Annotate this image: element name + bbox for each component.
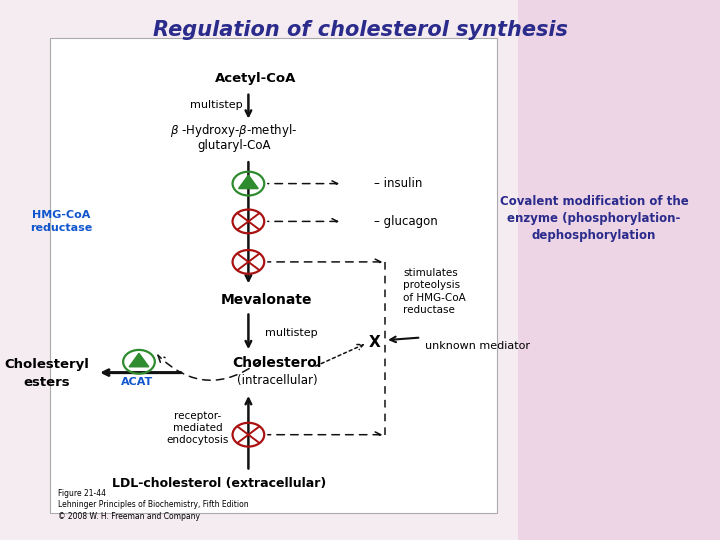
Text: glutaryl-CoA: glutaryl-CoA <box>197 139 271 152</box>
Text: stimulates
proteolysis
of HMG-CoA
reductase: stimulates proteolysis of HMG-CoA reduct… <box>403 268 466 315</box>
Text: esters: esters <box>24 376 70 389</box>
Text: – glucagon: – glucagon <box>374 215 438 228</box>
Text: LDL-cholesterol (extracellular): LDL-cholesterol (extracellular) <box>112 477 327 490</box>
Text: HMG-CoA
reductase: HMG-CoA reductase <box>30 210 92 233</box>
Text: multistep: multistep <box>189 100 243 110</box>
Text: Figure 21-44
Lehninger Principles of Biochemistry, Fifth Edition
© 2008 W. H. Fr: Figure 21-44 Lehninger Principles of Bio… <box>58 489 248 521</box>
Text: unknown mediator: unknown mediator <box>425 341 530 350</box>
Text: Covalent modification of the
enzyme (phosphorylation-
dephosphorylation: Covalent modification of the enzyme (pho… <box>500 195 688 242</box>
Polygon shape <box>129 353 149 367</box>
FancyArrowPatch shape <box>158 355 261 380</box>
Text: Cholesterol: Cholesterol <box>233 356 322 370</box>
Text: $\beta$ -Hydroxy-$\beta$-methyl-: $\beta$ -Hydroxy-$\beta$-methyl- <box>171 122 297 139</box>
Text: Cholesteryl: Cholesteryl <box>4 358 89 371</box>
FancyBboxPatch shape <box>50 38 497 513</box>
Text: Regulation of cholesterol synthesis: Regulation of cholesterol synthesis <box>153 19 567 40</box>
Text: (intracellular): (intracellular) <box>237 374 318 387</box>
Text: – insulin: – insulin <box>374 177 423 190</box>
Text: Acetyl-CoA: Acetyl-CoA <box>215 72 297 85</box>
Text: multistep: multistep <box>265 328 318 339</box>
Polygon shape <box>238 175 258 188</box>
Text: X: X <box>369 335 380 350</box>
Text: ACAT: ACAT <box>121 377 153 387</box>
Text: receptor-
mediated
endocytosis: receptor- mediated endocytosis <box>167 410 229 445</box>
Text: Mevalonate: Mevalonate <box>220 293 312 307</box>
